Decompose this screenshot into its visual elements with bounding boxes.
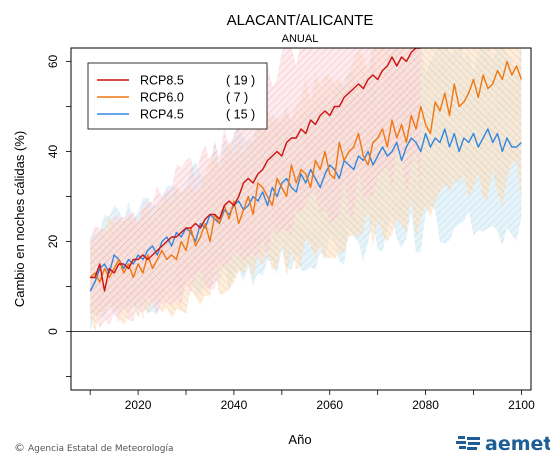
uncertainty-bands [90, 48, 522, 332]
x-tick-label: 2060 [316, 398, 343, 412]
copyright-icon: © [14, 441, 25, 454]
line-rcp85 [90, 48, 421, 292]
footer-credit: © Agencia Estatal de Meteorología [14, 441, 174, 454]
legend-box [87, 62, 268, 130]
aemet-logo-text: aemet [485, 433, 550, 455]
aemet-logo: aemet [456, 432, 550, 456]
chart-title: ALACANT/ALICANTE [227, 12, 374, 29]
legend-label-rcp60: RCP6.0 [140, 91, 184, 105]
line-rcp45 [89, 128, 522, 292]
y-tick-label: 40 [46, 145, 60, 159]
legend-count-rcp45: ( 15 ) [226, 108, 255, 122]
x-axis-label: Año [288, 432, 311, 447]
chart-subtitle: ANUAL [282, 33, 319, 45]
band-rcp85 [90, 48, 421, 330]
legend: RCP8.5 ( 19 ) RCP6.0 ( 7 ) RCP4.5 ( 15 ) [87, 62, 268, 130]
legend-count-rcp85: ( 19 ) [226, 74, 255, 88]
series-lines [89, 48, 523, 292]
legend-label-rcp45: RCP4.5 [140, 108, 184, 122]
x-tick-label: 2080 [412, 398, 439, 412]
x-tick-label: 2100 [508, 398, 535, 412]
y-axis: 0 20 40 60 [46, 55, 71, 377]
y-tick-label: 60 [46, 55, 60, 69]
x-axis: 2020 2040 2060 2080 2100 [89, 390, 535, 412]
plot-frame [70, 47, 532, 391]
y-axis-label: Cambio en noches cálidas (%) [12, 131, 27, 307]
legend-count-rcp60: ( 7 ) [226, 91, 248, 105]
x-tick-label: 2020 [125, 398, 152, 412]
aemet-logo-icon [456, 436, 480, 450]
line-rcp60 [89, 60, 523, 283]
legend-label-rcp85: RCP8.5 [140, 74, 184, 88]
x-tick-label: 2040 [221, 398, 248, 412]
agency-name: Agencia Estatal de Meteorología [28, 444, 174, 454]
y-tick-label: 20 [46, 235, 60, 249]
y-tick-label: 0 [46, 328, 60, 335]
